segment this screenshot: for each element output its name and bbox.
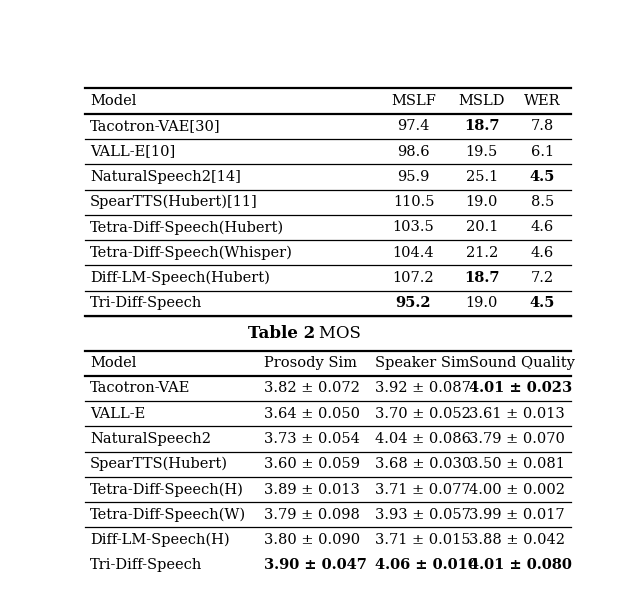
Text: 107.2: 107.2 <box>393 271 435 285</box>
Text: 3.68 ± 0.030: 3.68 ± 0.030 <box>375 458 472 471</box>
Text: 3.50 ± 0.081: 3.50 ± 0.081 <box>469 458 565 471</box>
Text: 4.00 ± 0.002: 4.00 ± 0.002 <box>469 483 565 497</box>
Text: VALL-E: VALL-E <box>90 407 145 421</box>
Text: WER: WER <box>524 94 561 108</box>
Text: 3.73 ± 0.054: 3.73 ± 0.054 <box>264 432 360 446</box>
Text: 18.7: 18.7 <box>464 119 499 134</box>
Text: NaturalSpeech2[14]: NaturalSpeech2[14] <box>90 170 241 184</box>
Text: 7.8: 7.8 <box>531 119 554 134</box>
Text: Tetra-Diff-Speech(H): Tetra-Diff-Speech(H) <box>90 482 244 497</box>
Text: 8.5: 8.5 <box>531 195 554 209</box>
Text: 3.70 ± 0.052: 3.70 ± 0.052 <box>375 407 471 421</box>
Text: Tetra-Diff-Speech(Whisper): Tetra-Diff-Speech(Whisper) <box>90 246 292 260</box>
Text: 3.61 ± 0.013: 3.61 ± 0.013 <box>469 407 565 421</box>
Text: 7.2: 7.2 <box>531 271 554 285</box>
Text: Tri-Diff-Speech: Tri-Diff-Speech <box>90 558 202 573</box>
Text: Speaker Sim: Speaker Sim <box>375 356 470 370</box>
Text: 110.5: 110.5 <box>393 195 435 209</box>
Text: Diff-LM-Speech(H): Diff-LM-Speech(H) <box>90 533 230 547</box>
Text: VALL-E[10]: VALL-E[10] <box>90 144 175 158</box>
Text: MSLF: MSLF <box>391 94 436 108</box>
Text: : MOS: : MOS <box>308 324 361 342</box>
Text: 3.71 ± 0.077: 3.71 ± 0.077 <box>375 483 471 497</box>
Text: 98.6: 98.6 <box>397 144 430 158</box>
Text: 3.99 ± 0.017: 3.99 ± 0.017 <box>469 508 565 522</box>
Text: 19.0: 19.0 <box>465 195 498 209</box>
Text: MSLD: MSLD <box>458 94 505 108</box>
Text: Tri-Diff-Speech: Tri-Diff-Speech <box>90 296 202 310</box>
Text: Tacotron-VAE[30]: Tacotron-VAE[30] <box>90 119 221 134</box>
Text: 4.6: 4.6 <box>531 246 554 259</box>
Text: 19.0: 19.0 <box>465 296 498 310</box>
Text: 95.9: 95.9 <box>397 170 429 184</box>
Text: 4.01 ± 0.023: 4.01 ± 0.023 <box>469 382 573 396</box>
Text: 3.89 ± 0.013: 3.89 ± 0.013 <box>264 483 360 497</box>
Text: Table 2: Table 2 <box>248 324 315 342</box>
Text: 21.2: 21.2 <box>466 246 498 259</box>
Text: 3.79 ± 0.070: 3.79 ± 0.070 <box>469 432 565 446</box>
Text: 4.06 ± 0.010: 4.06 ± 0.010 <box>375 558 478 573</box>
Text: 20.1: 20.1 <box>465 220 498 234</box>
Text: 95.2: 95.2 <box>396 296 431 310</box>
Text: 3.88 ± 0.042: 3.88 ± 0.042 <box>469 533 565 547</box>
Text: NaturalSpeech2: NaturalSpeech2 <box>90 432 211 446</box>
Text: 104.4: 104.4 <box>393 246 435 259</box>
Text: 3.71 ± 0.015: 3.71 ± 0.015 <box>375 533 470 547</box>
Text: 4.6: 4.6 <box>531 220 554 234</box>
Text: 3.82 ± 0.072: 3.82 ± 0.072 <box>264 382 360 396</box>
Text: 3.64 ± 0.050: 3.64 ± 0.050 <box>264 407 360 421</box>
Text: Diff-LM-Speech(Hubert): Diff-LM-Speech(Hubert) <box>90 271 270 285</box>
Text: Tacotron-VAE: Tacotron-VAE <box>90 382 190 396</box>
Text: Prosody Sim: Prosody Sim <box>264 356 356 370</box>
Text: Sound Quality: Sound Quality <box>469 356 575 370</box>
Text: Model: Model <box>90 94 136 108</box>
Text: 3.92 ± 0.087: 3.92 ± 0.087 <box>375 382 471 396</box>
Text: SpearTTS(Hubert)[11]: SpearTTS(Hubert)[11] <box>90 195 258 209</box>
Text: 103.5: 103.5 <box>393 220 435 234</box>
Text: Tetra-Diff-Speech(Hubert): Tetra-Diff-Speech(Hubert) <box>90 220 284 235</box>
Text: Model: Model <box>90 356 136 370</box>
Text: 3.60 ± 0.059: 3.60 ± 0.059 <box>264 458 360 471</box>
Text: 6.1: 6.1 <box>531 144 554 158</box>
Text: 25.1: 25.1 <box>466 170 498 184</box>
Text: 3.90 ± 0.047: 3.90 ± 0.047 <box>264 558 366 573</box>
Text: 4.01 ± 0.080: 4.01 ± 0.080 <box>469 558 572 573</box>
Text: 3.80 ± 0.090: 3.80 ± 0.090 <box>264 533 360 547</box>
Text: 18.7: 18.7 <box>464 271 499 285</box>
Text: 3.79 ± 0.098: 3.79 ± 0.098 <box>264 508 360 522</box>
Text: 3.93 ± 0.057: 3.93 ± 0.057 <box>375 508 471 522</box>
Text: 19.5: 19.5 <box>466 144 498 158</box>
Text: 4.04 ± 0.086: 4.04 ± 0.086 <box>375 432 471 446</box>
Text: 4.5: 4.5 <box>530 296 556 310</box>
Text: SpearTTS(Hubert): SpearTTS(Hubert) <box>90 457 228 471</box>
Text: 97.4: 97.4 <box>397 119 429 134</box>
Text: 4.5: 4.5 <box>530 170 556 184</box>
Text: Tetra-Diff-Speech(W): Tetra-Diff-Speech(W) <box>90 507 246 522</box>
